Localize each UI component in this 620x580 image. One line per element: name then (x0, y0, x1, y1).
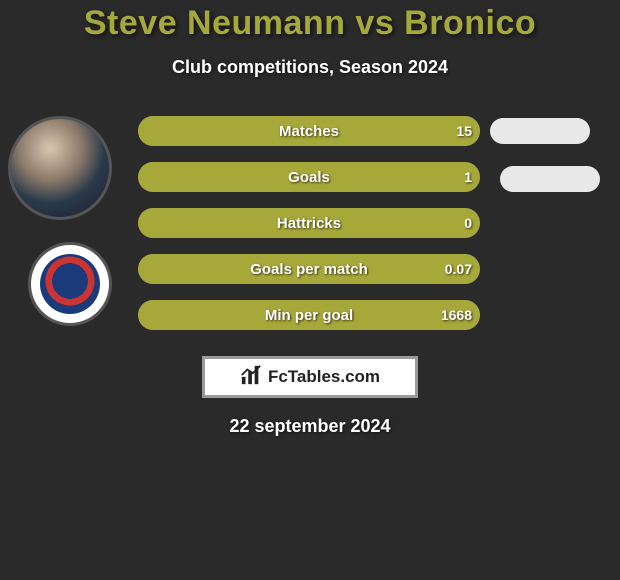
stat-label: Min per goal (265, 307, 353, 324)
subtitle: Club competitions, Season 2024 (0, 57, 620, 78)
club-badge (28, 242, 112, 326)
opponent-pill-1 (490, 118, 590, 144)
stat-value: 1668 (441, 307, 472, 323)
player-avatar (8, 116, 112, 220)
stat-label: Goals per match (250, 261, 368, 278)
stat-row-matches: Matches 15 (138, 116, 480, 146)
opponent-pill-2 (500, 166, 600, 192)
stat-value: 1 (464, 169, 472, 185)
stat-row-gpm: Goals per match 0.07 (138, 254, 480, 284)
chart-icon (240, 364, 262, 391)
stat-row-hattricks: Hattricks 0 (138, 208, 480, 238)
stat-value: 0.07 (445, 261, 472, 277)
stat-value: 0 (464, 215, 472, 231)
stat-label: Hattricks (277, 215, 341, 232)
stat-rows: Matches 15 Goals 1 Hattricks 0 Goals per… (138, 116, 480, 346)
stat-value: 15 (456, 123, 472, 139)
stat-row-mpg: Min per goal 1668 (138, 300, 480, 330)
brand-text: FcTables.com (268, 367, 380, 387)
brand-badge[interactable]: FcTables.com (202, 356, 418, 398)
stat-label: Matches (279, 123, 339, 140)
date-text: 22 september 2024 (0, 416, 620, 437)
stats-stage: Matches 15 Goals 1 Hattricks 0 Goals per… (0, 116, 620, 346)
page-title: Steve Neumann vs Bronico (0, 4, 620, 43)
stat-label: Goals (288, 169, 330, 186)
stat-row-goals: Goals 1 (138, 162, 480, 192)
